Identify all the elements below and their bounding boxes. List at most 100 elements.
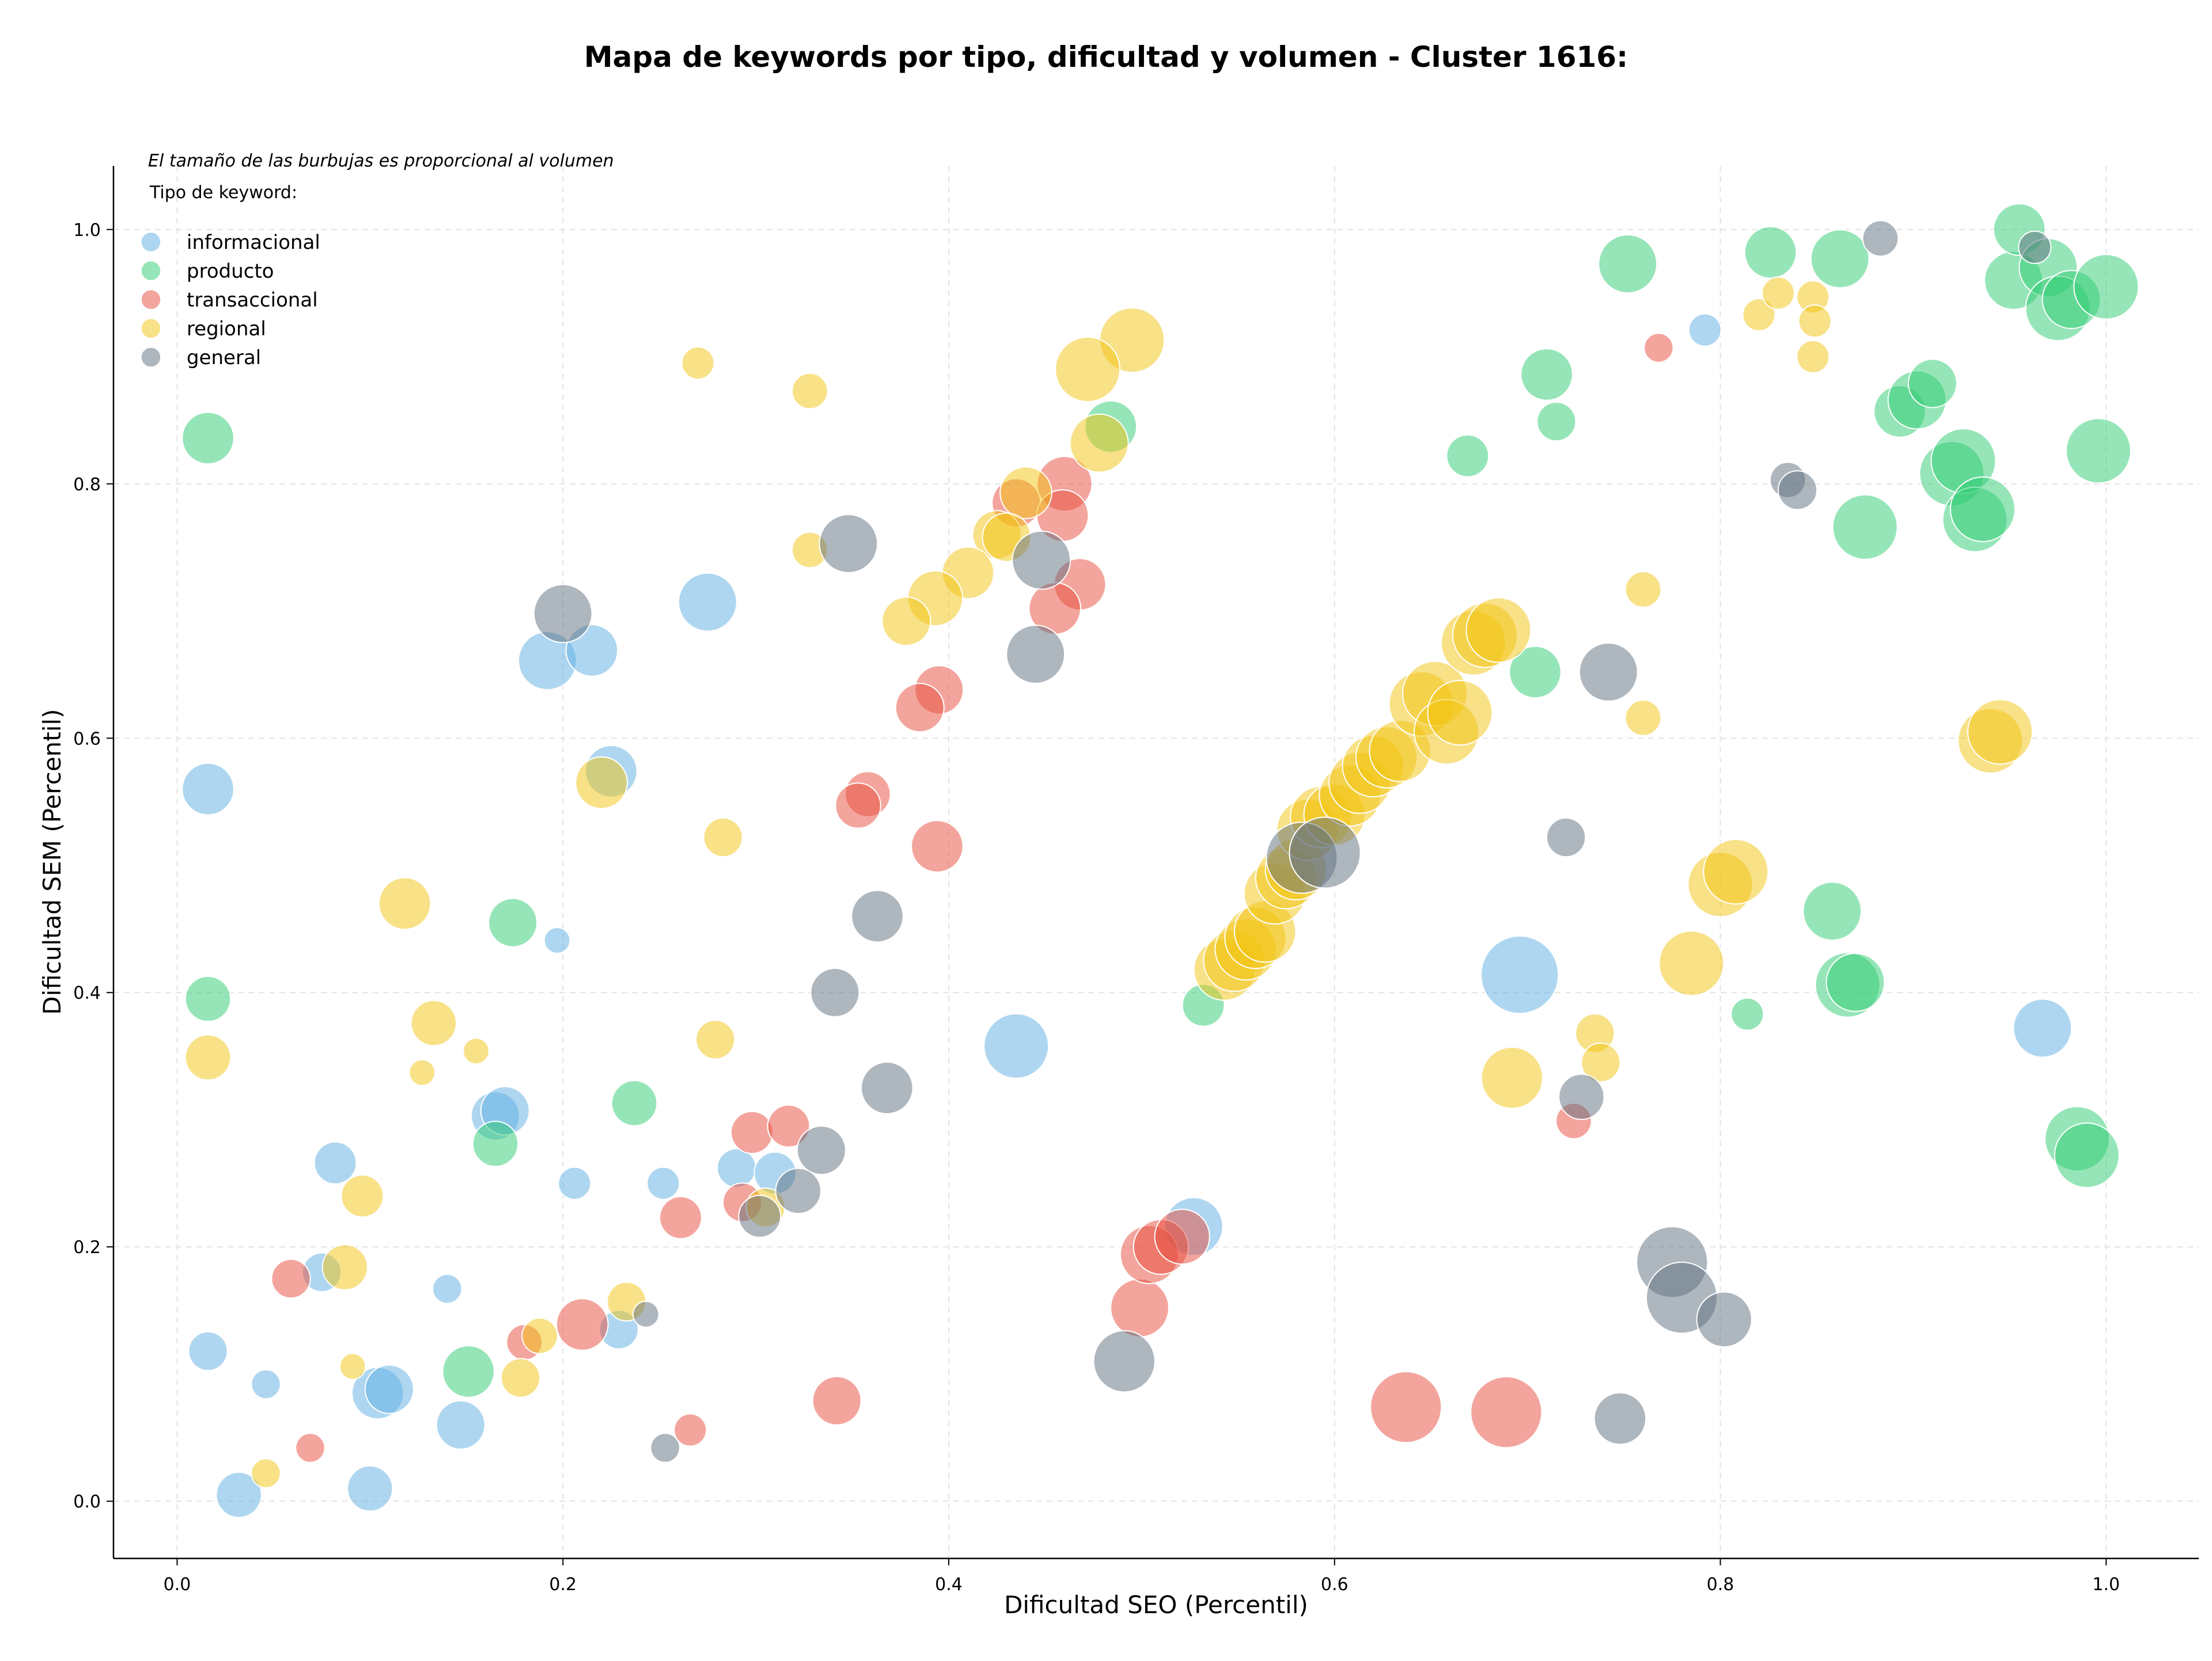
- axes: [112, 166, 2199, 1560]
- legend-label-general: general: [187, 346, 261, 369]
- bubble-informacional: [188, 1331, 228, 1371]
- bubble-producto: [442, 1345, 495, 1398]
- bubble-transaccional: [911, 820, 964, 873]
- bubble-producto: [1810, 229, 1870, 289]
- bubble-producto: [2054, 1122, 2120, 1189]
- grid: [113, 166, 2199, 1558]
- legend-marker-informacional: [141, 232, 161, 252]
- bubble-informacional: [313, 1141, 357, 1185]
- bubble-producto: [1907, 358, 1957, 408]
- bubble-transaccional: [835, 782, 881, 829]
- x-tick-label: 0.4: [935, 1575, 963, 1595]
- bubble-general: [1593, 1392, 1647, 1445]
- bubble-regional: [410, 1000, 457, 1046]
- bubble-producto: [1598, 234, 1658, 294]
- bubble-producto: [488, 898, 538, 948]
- bubble-general: [1777, 470, 1818, 510]
- bubble-general: [2018, 230, 2052, 264]
- legend-label-informacional: informacional: [187, 231, 320, 254]
- bubble-regional: [1796, 340, 1830, 374]
- bubble-transaccional: [1110, 1278, 1169, 1338]
- x-tick-label: 0.0: [164, 1575, 191, 1595]
- bubble-informacional: [2013, 998, 2073, 1058]
- bubble-informacional: [983, 1013, 1050, 1079]
- ticks: 0.0 0.2 0.4 0.6 0.8 1.0 0.0 0.2 0.4 0.6 0.8 1.0: [73, 220, 2120, 1595]
- bubble-regional: [881, 596, 931, 646]
- bubble-regional: [251, 1458, 281, 1489]
- bubble-transaccional: [295, 1432, 325, 1463]
- bubble-general: [1289, 816, 1361, 889]
- bubble-general: [1012, 530, 1071, 590]
- bubble-regional: [521, 1317, 558, 1354]
- bubble-general: [775, 1167, 822, 1214]
- bubble-producto: [1536, 402, 1577, 442]
- bubble-informacional: [432, 1273, 463, 1304]
- bubble-informacional: [181, 762, 234, 816]
- bubble-transaccional: [1370, 1371, 1442, 1443]
- legend-label-transaccional: transaccional: [187, 289, 318, 312]
- bubble-producto: [181, 411, 234, 465]
- x-tick-label: 0.8: [1707, 1575, 1734, 1595]
- bubble-producto: [1446, 434, 1490, 478]
- bubble-regional: [1465, 597, 1532, 663]
- bubble-informacional: [543, 926, 571, 954]
- chart-title: Mapa de keywords por tipo, dificultad y …: [584, 40, 1628, 74]
- x-tick-label: 0.6: [1321, 1575, 1349, 1595]
- bubble-regional: [1624, 699, 1662, 736]
- x-tick-label: 1.0: [2092, 1575, 2120, 1595]
- legend-marker-general: [141, 347, 161, 368]
- bubble-transaccional: [673, 1413, 707, 1447]
- bubble-size-note: El tamaño de las burbujas es proporciona…: [148, 151, 614, 171]
- bubble-transaccional: [659, 1196, 702, 1239]
- x-axis-label: Dificultad SEO (Percentil): [1004, 1591, 1308, 1619]
- bubble-transaccional: [1470, 1376, 1543, 1448]
- bubble-informacional: [364, 1364, 414, 1414]
- bubble-general: [1093, 1330, 1156, 1393]
- bubble-informacional: [1688, 313, 1722, 347]
- bubble-regional: [408, 1059, 436, 1087]
- bubble-producto: [184, 975, 232, 1022]
- y-tick-label: 0.4: [73, 983, 101, 1004]
- bubble-regional: [791, 372, 828, 410]
- bubble-transaccional: [895, 683, 945, 733]
- bubble-informacional: [347, 1465, 393, 1512]
- bubble-regional: [378, 877, 431, 930]
- bubble-regional: [500, 1357, 541, 1398]
- bubble-regional: [575, 756, 628, 809]
- bubble-producto: [1744, 226, 1797, 279]
- bubble-general: [650, 1432, 680, 1463]
- y-tick-label: 0.8: [73, 475, 101, 495]
- bubble-informacional: [215, 1471, 262, 1518]
- bubble-general: [738, 1194, 782, 1238]
- bubble-regional: [340, 1174, 384, 1218]
- y-tick-label: 0.6: [73, 729, 101, 749]
- bubble-transaccional: [555, 1298, 609, 1351]
- bubble-regional: [1427, 680, 1493, 746]
- legend-title: Tipo de keyword:: [149, 183, 297, 203]
- bubble-regional: [1624, 571, 1662, 608]
- bubble-general: [1862, 220, 1899, 257]
- bubble-regional: [999, 466, 1052, 520]
- bubble-regional: [1761, 276, 1795, 310]
- bubble-general: [1546, 817, 1586, 858]
- bubbles: [181, 203, 2139, 1518]
- bubble-producto: [2073, 253, 2139, 320]
- y-tick-label: 0.0: [73, 1492, 101, 1512]
- bubble-producto: [1509, 645, 1562, 699]
- bubble-transaccional: [767, 1104, 810, 1148]
- bubble-regional: [1742, 298, 1776, 332]
- bubble-regional: [1480, 1046, 1544, 1109]
- bubble-regional: [1703, 839, 1769, 905]
- bubble-producto: [1730, 997, 1764, 1031]
- bubble-informacional: [435, 1400, 486, 1450]
- bubble-transaccional: [271, 1258, 311, 1299]
- bubble-regional: [1581, 1042, 1621, 1083]
- bubble-producto: [1802, 881, 1862, 941]
- bubble-producto: [2065, 418, 2131, 484]
- bubble-transaccional: [730, 1111, 774, 1154]
- bubble-producto: [1949, 476, 2016, 542]
- bubble-general: [1006, 625, 1066, 684]
- bubble-general: [1558, 1073, 1605, 1120]
- y-tick-label: 1.0: [73, 220, 101, 240]
